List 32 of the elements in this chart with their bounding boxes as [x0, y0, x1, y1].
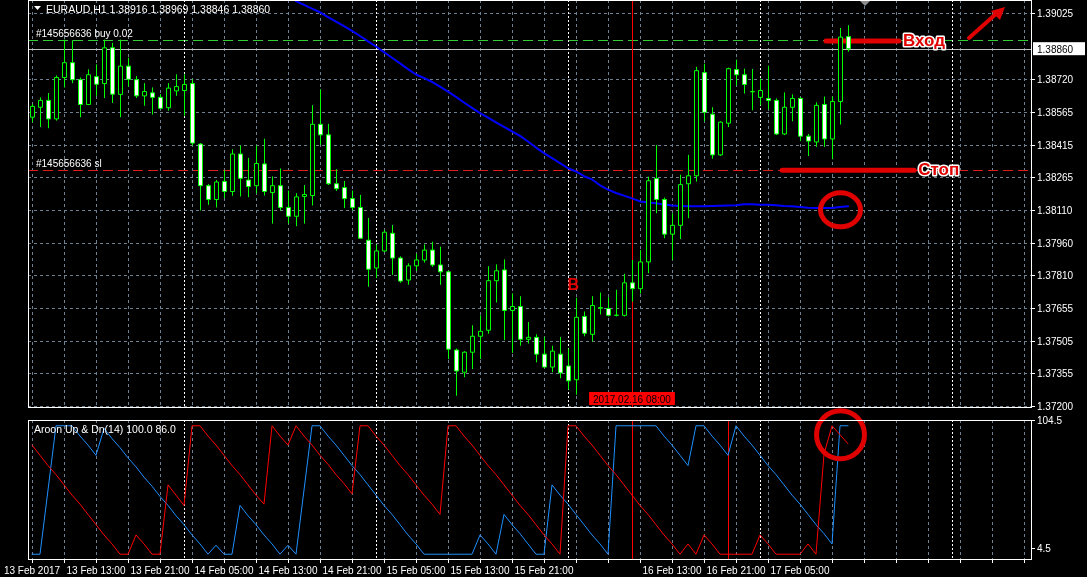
x-tick-label: 15 Feb 21:00 — [514, 564, 574, 576]
x-tick-label: 17 Feb 05:00 — [770, 564, 830, 576]
y-tick-label: 1.38565 — [1037, 106, 1074, 118]
y-tick-label: 104.5 — [1037, 414, 1063, 426]
x-tick-label: 13 Feb 13:00 — [66, 564, 126, 576]
y-tick-label: 1.38415 — [1037, 139, 1074, 151]
ref-line-label: 1.38860 — [1037, 43, 1074, 55]
x-tick-label: 13 Feb 2017 — [3, 564, 61, 576]
ref-line-label: #145656636 buy 0.02 — [36, 27, 134, 39]
ref-line-label: #145656636 sl — [36, 157, 102, 169]
x-tick-label: 15 Feb 13:00 — [450, 564, 510, 576]
chart-title: EURAUD,H1 1.38916 1.38969 1.38846 1.38860 — [46, 3, 271, 15]
x-tick-label: 16 Feb 13:00 — [642, 564, 702, 576]
y-tick-label: 1.37505 — [1037, 335, 1074, 347]
y-tick-label: 1.37655 — [1037, 302, 1074, 314]
x-tick-label: 16 Feb 21:00 — [706, 564, 766, 576]
y-tick-label: 4.5 — [1037, 542, 1052, 554]
x-tick-label: 13 Feb 21:00 — [130, 564, 190, 576]
ref-line-label: 2017.02.16 08:00 — [593, 393, 672, 404]
x-tick-label: 14 Feb 13:00 — [258, 564, 318, 576]
x-tick-label: 15 Feb 05:00 — [386, 564, 446, 576]
y-tick-label: 1.37810 — [1037, 269, 1074, 281]
y-tick-label: 1.38265 — [1037, 171, 1074, 183]
y-tick-label: 1.37355 — [1037, 367, 1074, 379]
y-tick-label: 1.39025 — [1037, 7, 1074, 19]
x-tick-label: 14 Feb 05:00 — [194, 564, 254, 576]
annotation: B — [567, 275, 579, 293]
x-tick-label: 14 Feb 21:00 — [322, 564, 382, 576]
y-tick-label: 1.38720 — [1037, 73, 1074, 85]
y-tick-label: 1.37200 — [1037, 400, 1074, 412]
y-tick-label: 1.38110 — [1037, 204, 1073, 216]
y-tick-label: 1.37960 — [1037, 237, 1074, 249]
